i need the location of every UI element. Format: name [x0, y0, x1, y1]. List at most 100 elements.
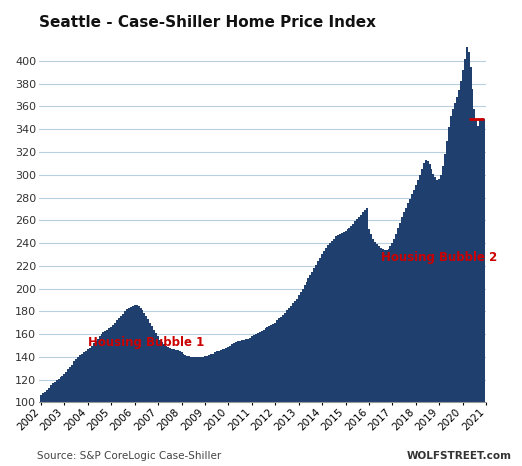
Bar — [276, 321, 278, 403]
Text: Source: S&P CoreLogic Case-Shiller: Source: S&P CoreLogic Case-Shiller — [37, 452, 221, 461]
Bar — [212, 354, 214, 403]
Bar — [155, 333, 157, 403]
Bar — [403, 212, 405, 403]
Bar — [56, 380, 57, 403]
Bar — [432, 174, 434, 403]
Bar — [144, 313, 146, 403]
Bar — [124, 311, 126, 403]
Bar — [237, 341, 239, 403]
Bar — [389, 247, 392, 403]
Bar — [251, 336, 253, 403]
Bar — [368, 229, 370, 403]
Bar — [411, 194, 413, 403]
Bar — [339, 234, 341, 403]
Bar — [146, 316, 147, 403]
Bar — [65, 372, 67, 403]
Bar — [456, 97, 458, 403]
Bar — [263, 329, 265, 403]
Bar — [71, 365, 73, 403]
Bar — [87, 349, 89, 403]
Bar — [387, 249, 389, 403]
Bar — [440, 175, 442, 403]
Bar — [253, 336, 255, 403]
Bar — [226, 348, 228, 403]
Bar — [54, 382, 56, 403]
Bar — [147, 319, 149, 403]
Bar — [62, 376, 64, 403]
Bar — [473, 109, 476, 403]
Bar — [130, 307, 132, 403]
Bar — [64, 374, 65, 403]
Bar — [481, 118, 483, 403]
Bar — [122, 314, 124, 403]
Bar — [183, 354, 184, 403]
Bar — [323, 251, 325, 403]
Bar — [333, 239, 335, 403]
Bar — [305, 282, 307, 403]
Text: Seattle - Case-Shiller Home Price Index: Seattle - Case-Shiller Home Price Index — [39, 15, 376, 30]
Bar — [101, 334, 102, 403]
Bar — [442, 165, 444, 403]
Bar — [468, 52, 470, 403]
Bar — [196, 357, 198, 403]
Bar — [379, 247, 382, 403]
Bar — [97, 339, 99, 403]
Bar — [268, 326, 270, 403]
Bar — [186, 356, 188, 403]
Bar — [210, 354, 212, 403]
Bar — [167, 347, 169, 403]
Bar — [247, 339, 249, 403]
Bar — [110, 327, 112, 403]
Bar — [132, 306, 134, 403]
Bar — [223, 349, 226, 403]
Bar — [450, 116, 452, 403]
Bar — [405, 208, 407, 403]
Text: Housing Bubble 2: Housing Bubble 2 — [381, 251, 497, 264]
Bar — [384, 250, 386, 403]
Bar — [282, 315, 284, 403]
Bar — [176, 350, 179, 403]
Bar — [452, 109, 454, 403]
Bar — [165, 346, 167, 403]
Bar — [278, 318, 280, 403]
Bar — [274, 323, 276, 403]
Bar — [270, 325, 272, 403]
Bar — [370, 234, 372, 403]
Bar — [413, 190, 415, 403]
Bar — [75, 359, 77, 403]
Bar — [163, 344, 165, 403]
Bar — [335, 236, 337, 403]
Bar — [149, 323, 151, 403]
Bar — [204, 356, 206, 403]
Bar — [372, 239, 374, 403]
Bar — [173, 349, 175, 403]
Bar — [397, 228, 399, 403]
Bar — [192, 357, 194, 403]
Bar — [106, 329, 109, 403]
Bar — [466, 47, 468, 403]
Bar — [171, 349, 173, 403]
Bar — [235, 342, 237, 403]
Bar — [153, 329, 155, 403]
Bar — [331, 241, 333, 403]
Bar — [454, 103, 456, 403]
Bar — [77, 357, 79, 403]
Bar — [79, 355, 81, 403]
Bar — [312, 272, 313, 403]
Bar — [169, 348, 171, 403]
Bar — [118, 318, 120, 403]
Bar — [159, 340, 161, 403]
Bar — [296, 299, 298, 403]
Bar — [294, 301, 296, 403]
Bar — [67, 370, 69, 403]
Bar — [358, 217, 360, 403]
Bar — [417, 180, 419, 403]
Bar — [374, 242, 376, 403]
Bar — [114, 323, 116, 403]
Bar — [409, 199, 411, 403]
Bar — [239, 341, 241, 403]
Bar — [48, 388, 50, 403]
Bar — [313, 268, 315, 403]
Bar — [421, 169, 423, 403]
Bar — [109, 329, 110, 403]
